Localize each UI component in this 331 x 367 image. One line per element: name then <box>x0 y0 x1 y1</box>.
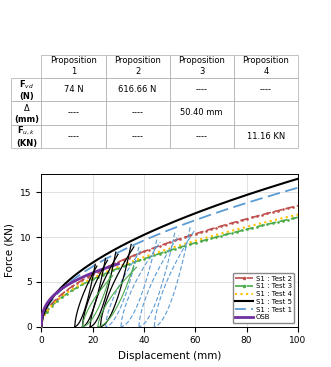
Legend: S1 : Test 2, S1 : Test 3, S1 : Test 4, S1 : Test 5, S1 : Test 1, OSB: S1 : Test 2, S1 : Test 3, S1 : Test 4, S… <box>233 273 295 323</box>
X-axis label: Displacement (mm): Displacement (mm) <box>118 351 221 361</box>
Y-axis label: Force (KN): Force (KN) <box>5 224 15 277</box>
